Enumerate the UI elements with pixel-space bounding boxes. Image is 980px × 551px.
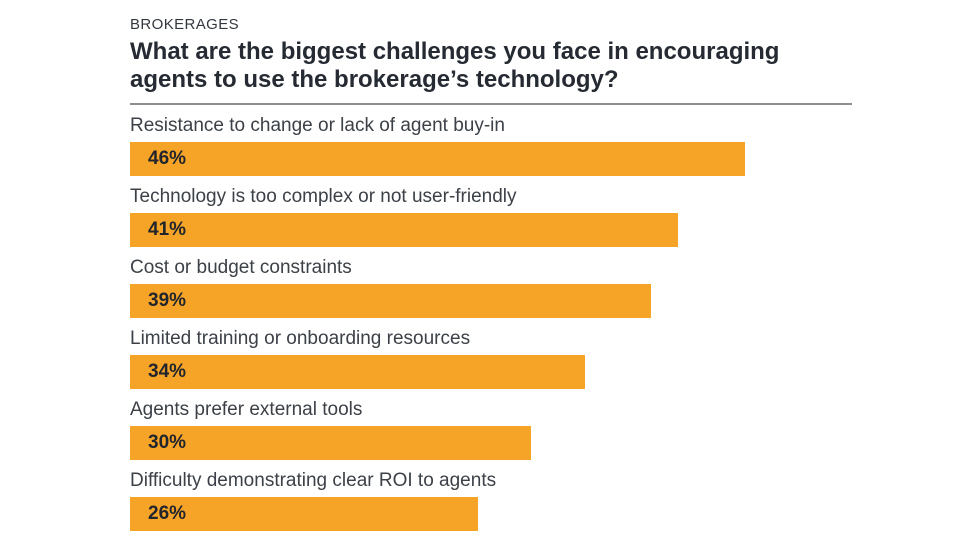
category-label: Difficulty demonstrating clear ROI to ag…	[130, 470, 497, 491]
bar-row: Difficulty demonstrating clear ROI to ag…	[130, 469, 852, 531]
bar: 30%	[130, 426, 532, 460]
bar-row: Technology is too complex or not user-fr…	[130, 185, 852, 247]
bar-row: Resistance to change or lack of agent bu…	[130, 114, 852, 176]
bar-row: Agents prefer external tools 30%	[130, 398, 852, 460]
category-label: Resistance to change or lack of agent bu…	[130, 115, 505, 136]
bar: 46%	[130, 142, 746, 176]
category-label: Agents prefer external tools	[130, 399, 363, 420]
bar-chart: Resistance to change or lack of agent bu…	[130, 114, 852, 531]
value-label: 39%	[148, 290, 187, 311]
bar: 34%	[130, 355, 585, 389]
value-label: 26%	[148, 503, 187, 524]
value-label: 41%	[148, 219, 187, 240]
eyebrow-label: BROKERAGES	[130, 16, 240, 33]
bar: 41%	[130, 213, 679, 247]
header-divider	[130, 103, 852, 105]
value-label: 46%	[148, 148, 187, 169]
category-label: Technology is too complex or not user-fr…	[130, 186, 517, 207]
bar: 26%	[130, 497, 478, 531]
value-label: 34%	[148, 361, 187, 382]
chart-title: What are the biggest challenges you face…	[130, 38, 780, 93]
category-label: Limited training or onboarding resources	[130, 328, 471, 349]
bar-row: Limited training or onboarding resources…	[130, 327, 852, 389]
bar: 39%	[130, 284, 652, 318]
chart-content: BROKERAGES What are the biggest challeng…	[130, 0, 852, 531]
category-label: Cost or budget constraints	[130, 257, 352, 278]
value-label: 30%	[148, 432, 187, 453]
bar-row: Cost or budget constraints 39%	[130, 256, 852, 318]
